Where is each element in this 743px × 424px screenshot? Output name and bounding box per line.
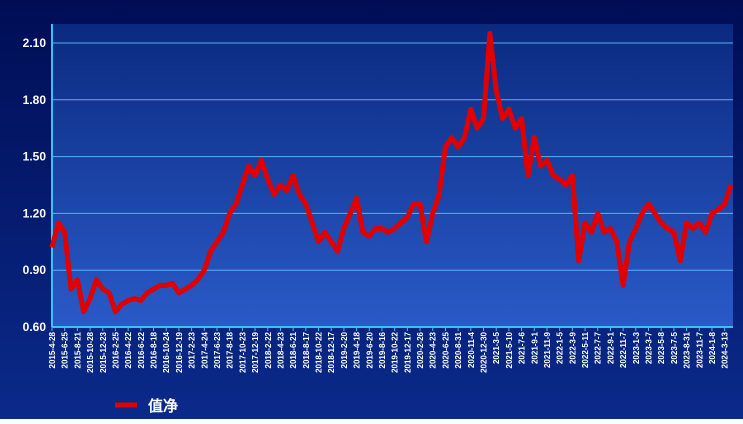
- y-tick-label: 1.50: [23, 150, 47, 164]
- y-tick-label: 1.80: [23, 93, 47, 107]
- x-tick-label: 2021-5-10: [505, 331, 514, 368]
- x-tick-label: 2019-4-18: [353, 331, 362, 368]
- x-tick-label: 2021-7-6: [518, 331, 527, 364]
- x-tick-label: 2016-10-24: [162, 331, 171, 372]
- x-tick-label: 2022-5-11: [581, 331, 590, 368]
- x-tick-label: 2018-4-23: [276, 331, 285, 368]
- x-tick-label: 2022-1-5: [556, 331, 565, 364]
- x-tick-label: 2020-12-30: [480, 331, 489, 372]
- x-tick-label: 2018-12-17: [327, 331, 336, 372]
- x-tick-label: 2017-4-24: [200, 331, 209, 368]
- x-tick-label: 2024-1-8: [708, 331, 717, 364]
- x-tick-label: 2023-1-3: [632, 331, 641, 364]
- x-tick-label: 2019-6-20: [365, 331, 374, 368]
- x-tick-label: 2019-8-16: [378, 331, 387, 368]
- x-tick-label: 2017-12-19: [251, 331, 260, 372]
- x-tick-label: 2016-12-19: [175, 331, 184, 372]
- y-tick-label: 1.20: [23, 206, 47, 220]
- x-tick-label: 2020-2-26: [416, 331, 425, 368]
- y-tick-label: 2.10: [23, 36, 47, 50]
- x-tick-label: 2017-8-18: [226, 331, 235, 368]
- x-tick-label: 2022-7-7: [594, 331, 603, 364]
- x-tick-label: 2020-11-4: [467, 331, 476, 368]
- x-tick-label: 2016-6-22: [137, 331, 146, 368]
- x-tick-label: 2023-11-7: [695, 331, 704, 368]
- x-tick-label: 2023-7-5: [670, 331, 679, 364]
- y-tick-label: 0.90: [23, 263, 47, 277]
- x-tick-label: 2015-8-21: [73, 331, 82, 368]
- x-tick-label: 2018-10-22: [315, 331, 324, 372]
- x-tick-label: 2016-8-18: [150, 331, 159, 368]
- x-tick-label: 2015-6-25: [61, 331, 70, 368]
- x-tick-label: 2020-6-25: [441, 331, 450, 368]
- x-tick-label: 2016-4-22: [124, 331, 133, 368]
- x-tick-label: 2015-4-28: [48, 331, 57, 368]
- x-tick-label: 2017-2-23: [188, 331, 197, 368]
- x-tick-label: 2018-8-17: [302, 331, 311, 368]
- line: [49, 30, 734, 315]
- x-tick-label: 2022-9-1: [606, 331, 615, 364]
- legend-label: 值净: [148, 397, 178, 415]
- x-tick-label: 2022-11-7: [619, 331, 628, 368]
- x-tick-label: 2021-9-1: [530, 331, 539, 364]
- x-tick-label: 2022-3-9: [568, 331, 577, 364]
- x-tick-label: 2018-6-21: [289, 331, 298, 368]
- x-tick-label: 2016-2-25: [111, 331, 120, 368]
- x-tick-label: 2020-8-31: [454, 331, 463, 368]
- x-tick-label: 2021-3-5: [492, 331, 501, 364]
- x-tick-label: 2021-11-9: [543, 331, 552, 368]
- x-tick-label: 2019-10-22: [391, 331, 400, 372]
- plot-area: [52, 24, 733, 327]
- x-tick-label: 2017-10-23: [238, 331, 247, 372]
- x-tick-label: 2017-6-23: [213, 331, 222, 368]
- x-tick-label: 2015-10-28: [86, 331, 95, 372]
- x-tick-label: 2018-2-22: [264, 331, 273, 368]
- x-tick-label: 2023-8-31: [683, 331, 692, 368]
- x-tick-label: 2023-5-8: [657, 331, 666, 364]
- x-tick-label: 2019-12-17: [403, 331, 412, 372]
- x-tick-label: 2020-4-23: [429, 331, 438, 368]
- x-tick-label: 2024-3-13: [721, 331, 730, 368]
- y-tick-label: 0.60: [23, 320, 47, 334]
- x-tick-label: 2019-2-20: [340, 331, 349, 368]
- x-tick-label: 2015-12-23: [99, 331, 108, 372]
- x-tick-label: 2023-3-7: [645, 331, 654, 364]
